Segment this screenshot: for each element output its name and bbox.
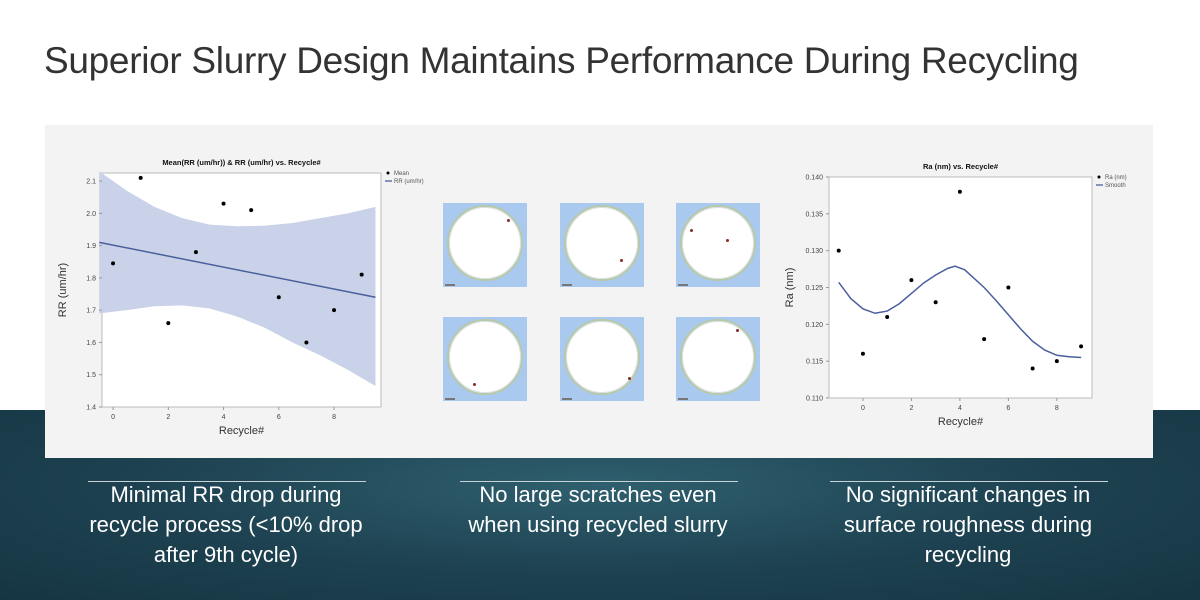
plot-frame: [828, 176, 1093, 399]
wafer-disc: [447, 319, 523, 395]
data-point: [836, 248, 841, 253]
wafer-scratch-map: [443, 317, 527, 401]
x-tick-label: 0: [861, 405, 865, 412]
wafer-disc: [564, 205, 640, 281]
chart-1: 0.110 0.115 0.120 0.125 0.130 0.135 0.140 0 2 4 6 8…: [784, 162, 1127, 428]
scale-label: [562, 398, 572, 400]
y-tick-label: 1.5: [86, 372, 96, 379]
data-point: [957, 189, 962, 194]
x-tick-label: 6: [1006, 405, 1010, 412]
scale-label: [678, 284, 688, 286]
data-point: [138, 175, 143, 180]
slide-title: Superior Slurry Design Maintains Perform…: [44, 40, 1079, 81]
x-tick-label: 6: [277, 414, 281, 421]
scale-label: [445, 284, 455, 286]
wafer-disc: [680, 319, 756, 395]
wafer-disc: [680, 205, 756, 281]
wafer-scratch-map: [676, 203, 760, 287]
wafer-disc: [447, 205, 523, 281]
y-tick-label: 1.7: [86, 308, 96, 315]
caption-rr: Minimal RR drop during recycle process (…: [89, 482, 363, 567]
data-point: [860, 351, 865, 356]
defect-mark: [726, 239, 729, 242]
x-tick-label: 2: [909, 405, 913, 412]
data-point: [1030, 366, 1035, 371]
scale-label: [678, 398, 688, 400]
x-tick-label: 4: [958, 405, 962, 412]
legend-marker-points: [1097, 175, 1101, 179]
x-tick-label: 8: [332, 414, 336, 421]
chart-title: Mean(RR (um/hr)) & RR (um/hr) vs. Recycl…: [162, 158, 321, 167]
y-tick-label: 2.1: [86, 179, 96, 186]
wafer-scratch-map: [676, 317, 760, 401]
smooth-line: [838, 265, 1082, 359]
defect-mark: [473, 383, 476, 386]
y-tick-label: 0.130: [805, 248, 823, 255]
y-tick-label: 1.9: [86, 243, 96, 250]
legend-item: Smooth: [1105, 183, 1126, 189]
data-point: [982, 337, 987, 342]
defect-mark: [736, 329, 739, 332]
confidence-band: [99, 171, 376, 387]
y-tick-label: 0.140: [805, 175, 823, 182]
data-point: [166, 321, 171, 326]
data-point: [1079, 344, 1084, 349]
x-axis-label: Recycle#: [938, 416, 984, 428]
y-tick-label: 0.110: [806, 396, 823, 403]
y-tick-label: 0.120: [805, 322, 823, 329]
data-point: [1006, 285, 1011, 290]
defect-mark: [628, 377, 631, 380]
defect-mark: [620, 259, 623, 262]
y-tick-label: 1.8: [86, 275, 96, 282]
y-axis-label: RR (um/hr): [57, 263, 69, 317]
y-tick-label: 2.0: [86, 211, 96, 218]
y-tick-label: 0.115: [806, 359, 823, 366]
scale-label: [562, 284, 572, 286]
divider: [88, 481, 366, 482]
caption-scratches: No large scratches even when using recyc…: [468, 482, 728, 537]
data-point: [221, 201, 226, 206]
legend-item: Mean: [394, 171, 409, 177]
scale-label: [445, 398, 455, 400]
divider: [830, 481, 1108, 482]
defect-mark: [507, 219, 510, 222]
y-axis-label: Ra (nm): [784, 268, 796, 308]
x-axis-label: Recycle#: [219, 425, 265, 437]
data-point: [1054, 359, 1059, 364]
wafer-scratch-map: [560, 203, 644, 287]
y-tick-label: 0.135: [805, 211, 823, 218]
data-point: [304, 340, 309, 345]
data-point: [111, 261, 116, 266]
y-tick-label: 1.6: [86, 340, 96, 347]
x-tick-label: 4: [222, 414, 226, 421]
data-point: [276, 295, 281, 300]
data-point: [359, 272, 364, 277]
legend-item: Ra (nm): [1105, 175, 1127, 181]
chart-0: 1.4 1.5 1.6 1.7 1.8 1.9 2.0 2.1 0 2 4 6 8 Mean(RR (um…: [57, 158, 424, 437]
wafer-disc: [564, 319, 640, 395]
y-tick-label: 0.125: [805, 285, 823, 292]
wafer-scratch-map: [560, 317, 644, 401]
divider: [460, 481, 738, 482]
data-point: [909, 278, 914, 283]
data-point: [933, 300, 938, 305]
fit-line: [99, 241, 376, 298]
y-tick-label: 1.4: [86, 405, 96, 412]
x-tick-label: 2: [166, 414, 170, 421]
data-point: [332, 308, 337, 313]
data-point: [249, 208, 254, 213]
defect-mark: [690, 229, 693, 232]
caption-roughness: No significant changes in surface roughn…: [843, 482, 1093, 567]
chart-title: Ra (nm) vs. Recycle#: [923, 162, 999, 171]
x-tick-label: 0: [111, 414, 115, 421]
data-point: [885, 314, 890, 319]
x-tick-label: 8: [1055, 405, 1059, 412]
data-point: [193, 250, 198, 255]
wafer-scratch-map: [443, 203, 527, 287]
legend-marker-points: [386, 171, 390, 175]
legend-item: RR (um/hr): [394, 179, 424, 185]
